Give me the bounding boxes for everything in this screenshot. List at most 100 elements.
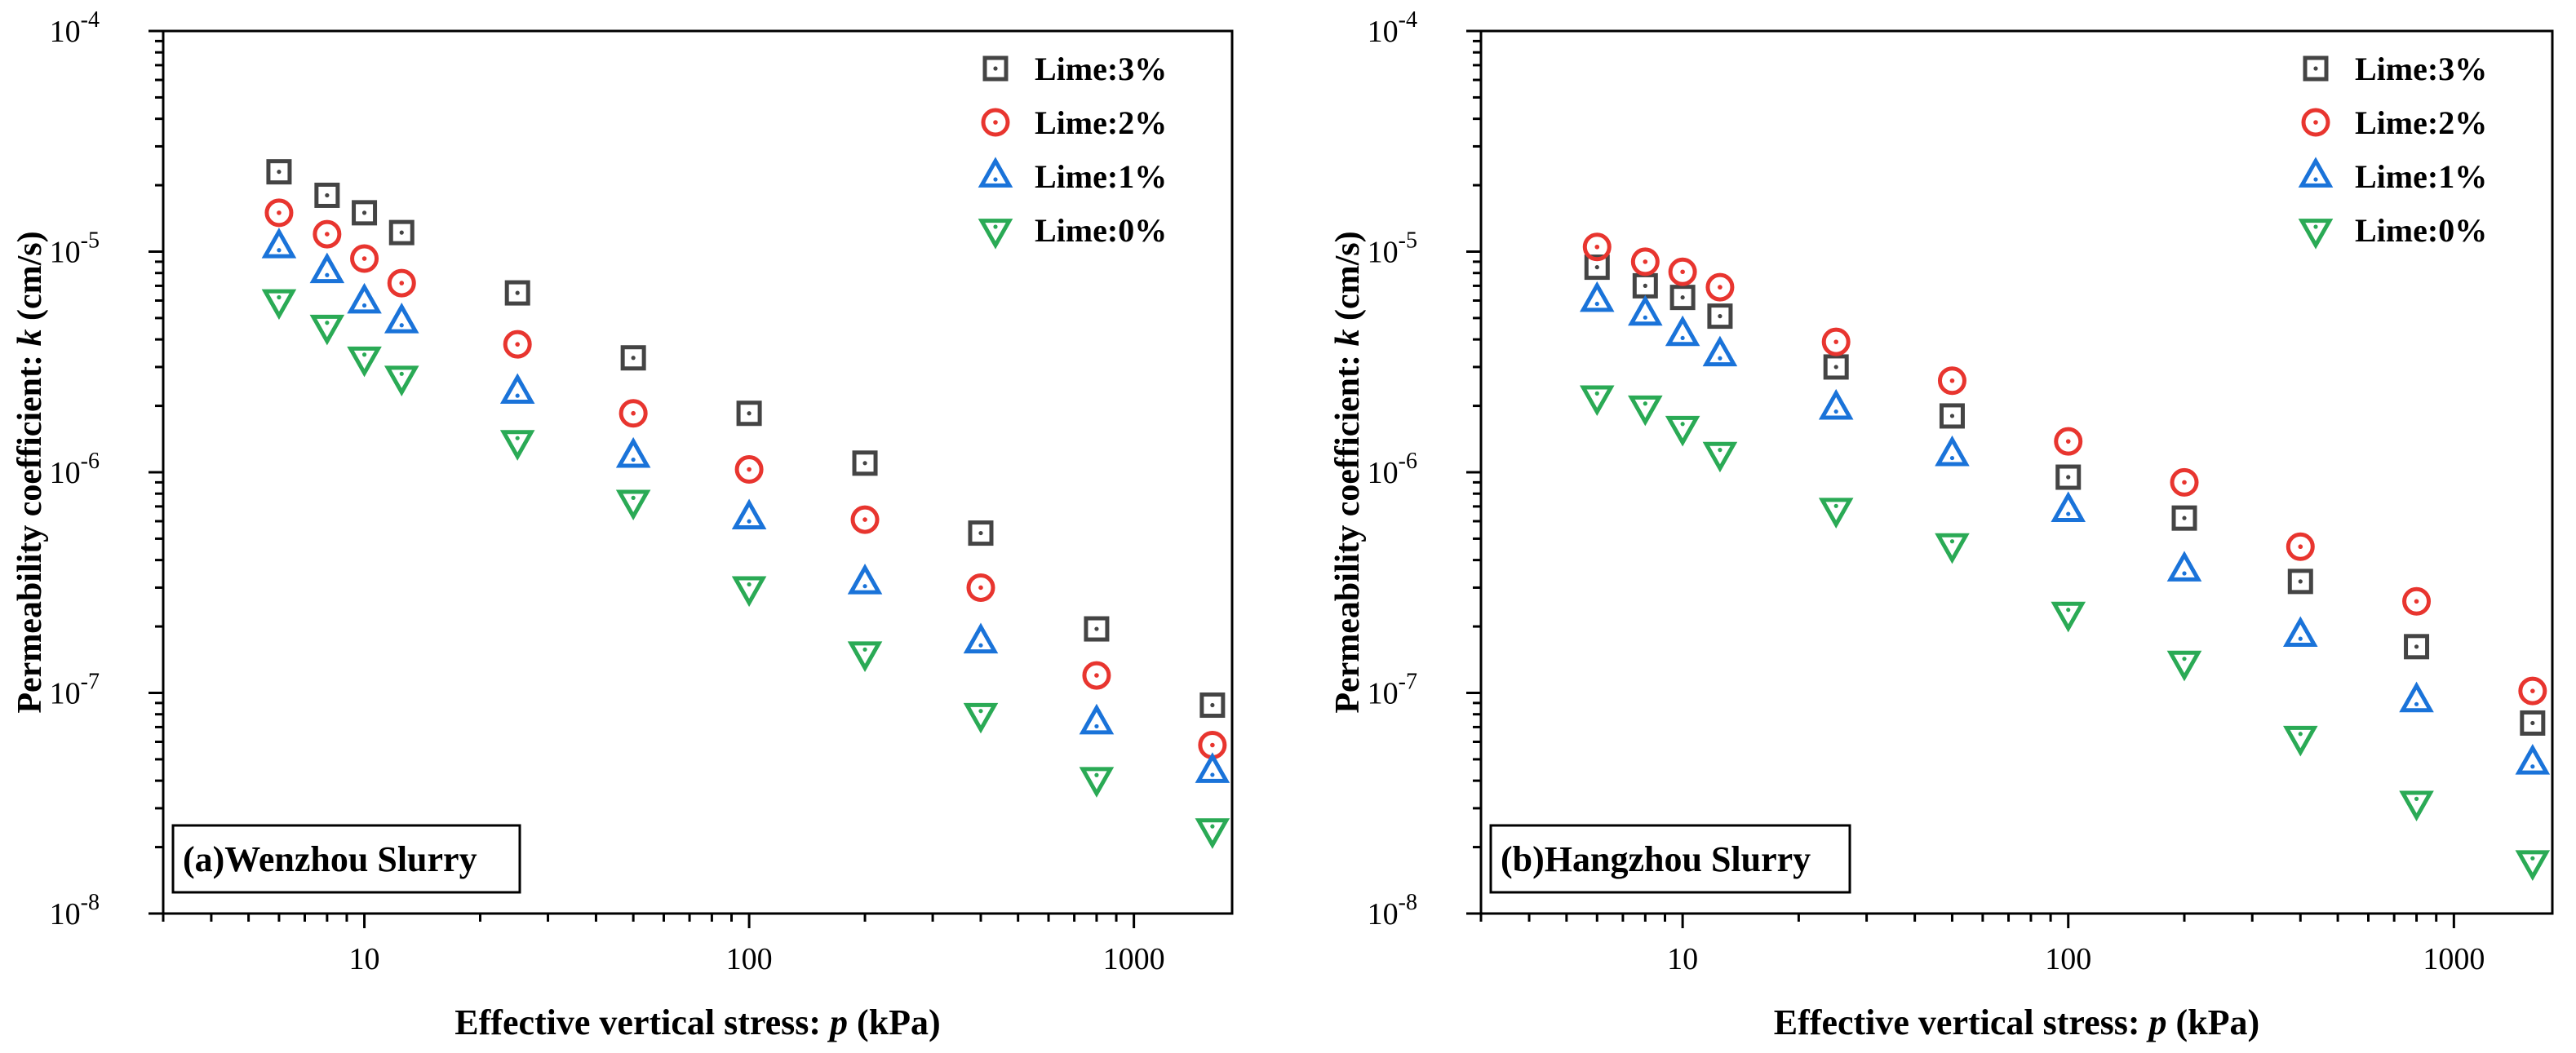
data-point-dot — [1643, 283, 1647, 289]
y-tick-exponent: -6 — [81, 449, 100, 474]
data-point — [1823, 354, 1849, 380]
data-point — [1584, 254, 1610, 281]
data-point — [2515, 850, 2551, 881]
data-point-dot — [978, 643, 983, 648]
data-point-dot — [1680, 269, 1685, 275]
data-point-dot — [1094, 626, 1099, 631]
x-axis-title-variable: p — [2146, 1002, 2167, 1042]
data-point-dot — [747, 411, 752, 416]
data-point-dot — [1833, 409, 1838, 414]
data-point — [1195, 818, 1230, 849]
data-point-dot — [325, 232, 330, 237]
data-point — [499, 430, 535, 461]
x-axis-title-prefix: Effective vertical stress: — [1774, 1002, 2149, 1042]
data-point-dot — [1594, 264, 1599, 270]
data-point-dot — [1718, 448, 1723, 453]
panel-label: (b)Hangzhou Slurry — [1501, 839, 1811, 879]
x-axis-title-prefix: Effective vertical stress: — [454, 1002, 830, 1042]
data-point-dot — [631, 495, 636, 500]
legend-marker-dot — [993, 66, 998, 71]
legend-marker — [2298, 219, 2334, 250]
data-point — [731, 498, 767, 530]
data-point — [266, 159, 292, 185]
data-point-dot — [1094, 723, 1099, 729]
data-point — [1628, 395, 1663, 427]
data-point — [615, 489, 651, 521]
data-point-dot — [2066, 511, 2071, 516]
data-point — [850, 505, 880, 534]
y-tick-exponent: -4 — [1399, 7, 1417, 33]
legend-marker-dot — [993, 120, 998, 125]
data-point — [1702, 335, 1738, 367]
data-point-dot — [2066, 475, 2071, 480]
y-tick-exponent: -8 — [1399, 890, 1417, 915]
data-point — [1668, 257, 1697, 286]
x-tick-label: 100 — [726, 942, 773, 976]
series-lime0 — [261, 289, 1230, 849]
x-tick-label: 10 — [349, 942, 380, 976]
y-tick-label: 10-5 — [50, 228, 100, 270]
data-point — [2055, 464, 2082, 490]
data-point-dot — [277, 210, 282, 215]
y-tick-base: 10 — [50, 236, 81, 270]
data-point — [1818, 388, 1854, 420]
data-point — [2282, 725, 2318, 757]
data-point-dot — [399, 371, 404, 376]
x-axis-title: Effective vertical stress: p (kPa) — [1774, 1002, 2259, 1042]
data-point-dot — [277, 294, 282, 300]
data-point — [2286, 532, 2315, 561]
data-point-dot — [2182, 480, 2187, 485]
data-point-dot — [1210, 742, 1215, 748]
data-point — [387, 268, 416, 298]
y-tick-label: 10-6 — [1368, 449, 1417, 490]
data-point-dot — [631, 410, 636, 416]
data-point — [314, 182, 340, 208]
data-point-dot — [2530, 764, 2535, 769]
data-point-dot — [1718, 285, 1723, 290]
data-point-dot — [325, 321, 330, 325]
data-point-dot — [2182, 657, 2187, 661]
data-point-dot — [399, 230, 404, 235]
data-point-dot — [2414, 644, 2419, 649]
series-lime2 — [264, 198, 1227, 759]
data-point — [1665, 415, 1700, 447]
data-point-dot — [747, 467, 752, 472]
x-axis-title-variable: p — [827, 1002, 848, 1042]
data-point — [2515, 744, 2551, 775]
data-point-dot — [747, 582, 752, 587]
data-point-dot — [325, 272, 330, 277]
data-point-dot — [1643, 315, 1647, 320]
legend-marker — [2303, 55, 2329, 82]
data-point-dot — [1680, 295, 1685, 300]
data-point — [2054, 427, 2083, 456]
data-point — [1630, 247, 1660, 277]
data-point — [1939, 403, 1965, 429]
y-axis-title-prefix: Permeability coefficient: — [1329, 346, 1367, 713]
legend-label: Lime:2% — [1035, 104, 1167, 141]
data-point-dot — [978, 530, 983, 536]
data-point-dot — [1949, 378, 1955, 383]
data-point — [499, 373, 535, 405]
y-tick-label: 10-7 — [1368, 670, 1417, 711]
data-point — [2399, 681, 2434, 713]
y-tick-label: 10-8 — [50, 890, 100, 931]
data-point — [504, 280, 530, 306]
data-point-dot — [1680, 422, 1685, 427]
y-tick-base: 10 — [50, 456, 81, 490]
data-point-dot — [1643, 401, 1647, 406]
data-point-dot — [1210, 824, 1215, 829]
data-point — [2051, 491, 2086, 522]
y-tick-label: 10-7 — [50, 670, 100, 711]
y-tick-exponent: -7 — [1399, 670, 1417, 695]
series-lime1 — [261, 228, 1230, 783]
y-tick-label: 10-5 — [1368, 228, 1417, 270]
data-point — [963, 702, 999, 734]
y-tick-label: 10-8 — [1368, 890, 1417, 931]
data-point-dot — [361, 256, 367, 261]
data-point — [847, 564, 883, 595]
series-lime0 — [1579, 385, 2551, 881]
data-point — [347, 346, 382, 378]
data-point — [1079, 703, 1115, 735]
data-point-dot — [515, 393, 520, 398]
